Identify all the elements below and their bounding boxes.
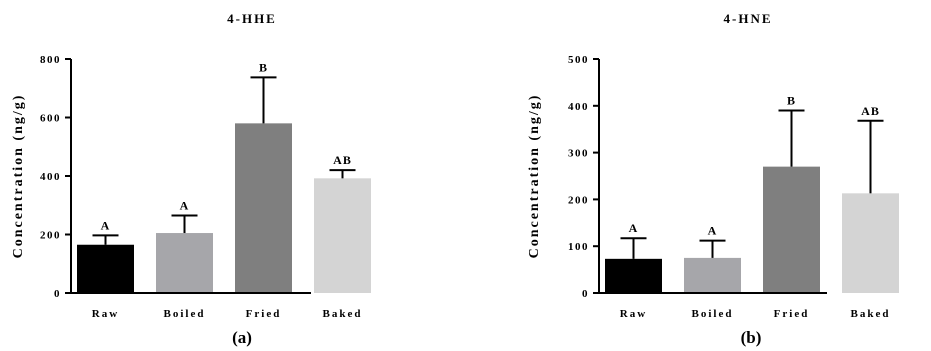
chart2-y-tick-label-200: 200 [568,194,589,206]
chart1-bar-baked [314,178,371,293]
chart2-x-tick-label-raw: Raw [620,308,647,320]
chart2-significance-raw: A [629,221,639,235]
chart2-y-axis-label: Concentration (ng/g) [527,94,542,259]
chart1-y-tick-label-800: 800 [40,54,61,66]
chart2-x-tick-label-baked: Baked [851,308,891,320]
chart2-y-tick-label-100: 100 [568,241,589,253]
chart1-y-axis-label: Concentration (ng/g) [11,94,26,259]
chart2-bar-boiled [684,257,741,293]
chart1-significance-fried: B [259,60,268,74]
chart2-title: 4-HNE [724,11,773,26]
chart1-significance-raw: A [101,218,111,232]
chart1-y-tick-label-0: 0 [54,288,61,300]
chart1-y-tick-label-600: 600 [40,113,61,125]
chart1-y-tick-label-400: 400 [40,171,61,183]
chart2-y-tick-label-0: 0 [582,288,589,300]
chart1-y-tick-label-200: 200 [40,230,61,242]
chart1-bar-boiled [156,233,213,293]
chart2-panel-label: (b) [741,328,762,347]
chart2-significance-baked: AB [861,104,880,118]
chart2-y-tick-label-400: 400 [568,101,589,113]
chart2-y-tick-label-300: 300 [568,148,589,160]
chart1-x-tick-label-raw: Raw [92,308,119,320]
chart2-x-tick-label-boiled: Boiled [692,308,734,320]
chart2-bar-fried [763,166,820,293]
chart2-significance-boiled: A [708,224,718,238]
chart1-x-tick-label-boiled: Boiled [164,308,206,320]
chart2-bar-raw [605,258,662,293]
chart2-bar-baked [842,193,899,293]
chart1-title: 4-HHE [227,11,277,26]
chart2-significance-fried: B [787,93,796,107]
chart1-significance-boiled: A [180,198,190,212]
chart1-x-tick-label-fried: Fried [246,308,282,320]
chart1-panel-label: (a) [232,328,252,347]
chart1-bar-raw [77,244,134,293]
chart2-x-tick-label-fried: Fried [774,308,810,320]
chart1-x-tick-label-baked: Baked [323,308,363,320]
chart1-significance-baked: AB [333,153,352,167]
chart2-y-tick-label-500: 500 [568,54,589,66]
chart1-bar-fried [235,123,292,293]
